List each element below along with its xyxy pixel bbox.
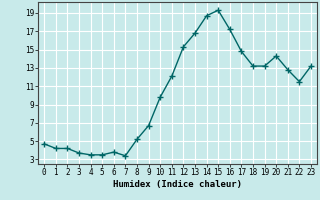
X-axis label: Humidex (Indice chaleur): Humidex (Indice chaleur) [113,180,242,189]
